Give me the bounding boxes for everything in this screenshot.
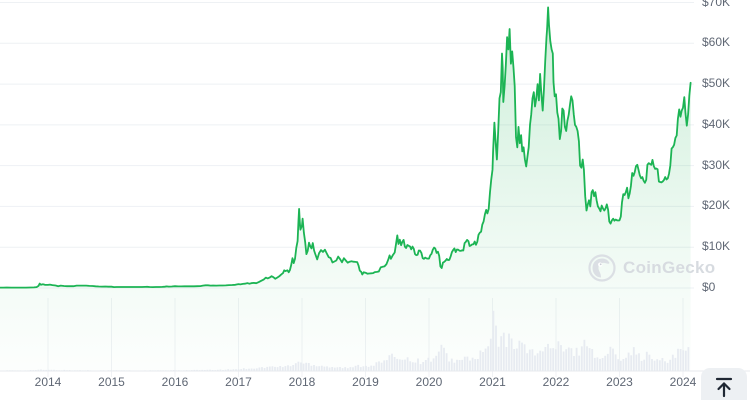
y-axis-tick-label: $60K bbox=[702, 35, 731, 50]
y-axis-tick-label: $10K bbox=[702, 239, 731, 254]
x-axis-tick-label: 2023 bbox=[606, 375, 633, 389]
y-axis-tick-label: $50K bbox=[702, 76, 731, 91]
y-axis-tick-label: $40K bbox=[702, 116, 731, 131]
y-axis-tick-label: $0 bbox=[702, 280, 716, 294]
x-axis-tick-label: 2024 bbox=[669, 375, 697, 389]
y-axis-tick-label: $30K bbox=[702, 157, 731, 172]
scroll-to-top-button[interactable] bbox=[701, 368, 747, 400]
x-axis-tick-label: 2020 bbox=[415, 375, 443, 389]
x-axis-tick-label: 2021 bbox=[479, 375, 506, 389]
x-axis-tick-label: 2016 bbox=[161, 375, 189, 389]
x-axis-tick-label: 2019 bbox=[352, 375, 379, 389]
x-axis-tick-label: 2015 bbox=[98, 375, 125, 389]
y-axis-tick-label: $20K bbox=[702, 198, 731, 213]
x-axis-tick-label: 2017 bbox=[225, 375, 252, 389]
x-axis-tick-label: 2018 bbox=[288, 375, 316, 389]
price-line bbox=[0, 6, 692, 289]
horizontal-grid-lines bbox=[0, 2, 694, 289]
x-axis-tick-label: 2022 bbox=[542, 375, 570, 389]
price-area-fill bbox=[0, 7, 691, 371]
arrow-up-to-line-icon bbox=[715, 377, 733, 398]
y-axis-tick-label: $70K bbox=[702, 0, 731, 9]
x-axis-tick-label: 2014 bbox=[34, 375, 62, 389]
